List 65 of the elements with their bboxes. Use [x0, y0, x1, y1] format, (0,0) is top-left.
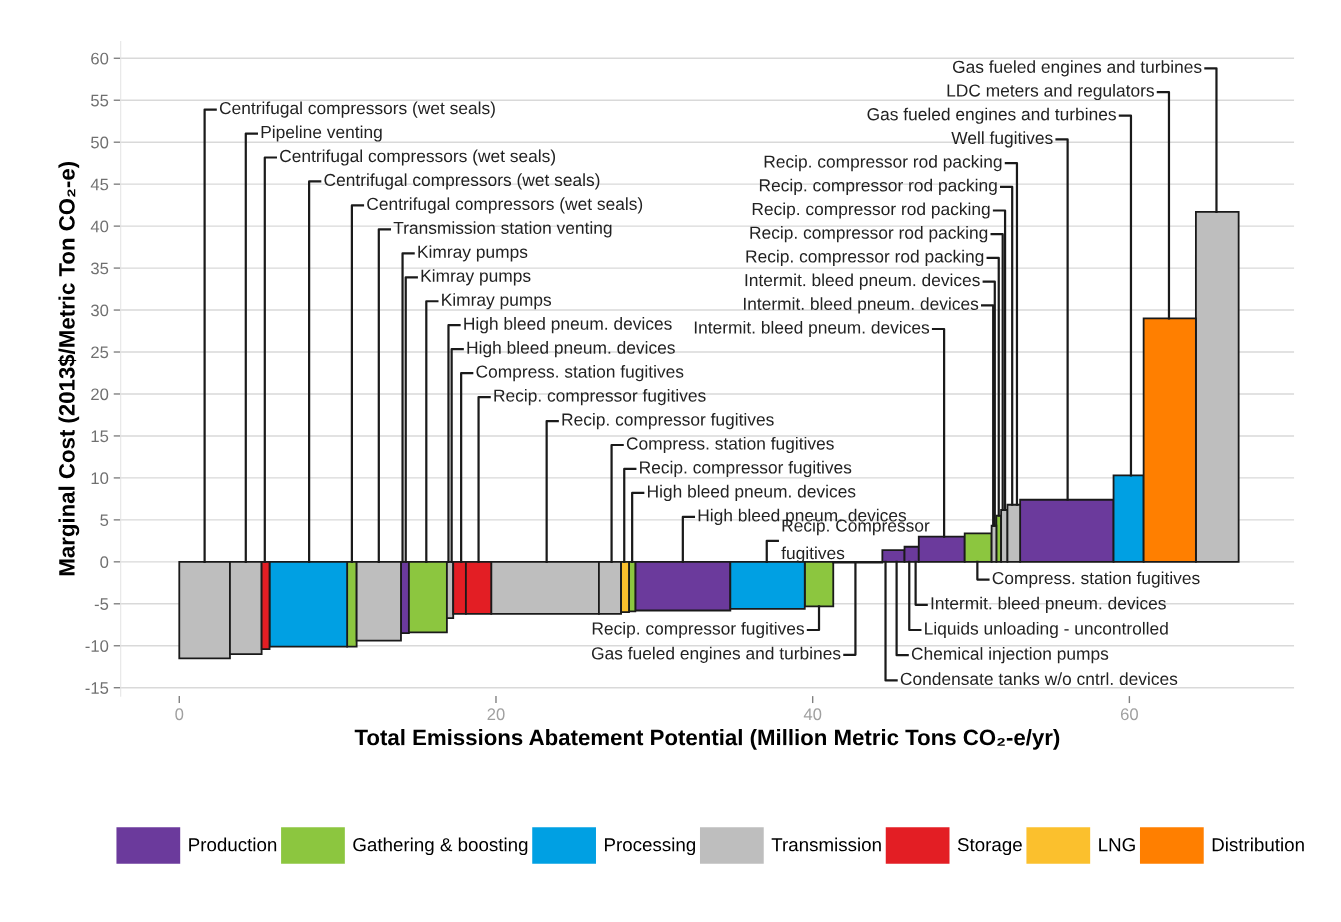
- annotation: High bleed pneum. devices: [648, 484, 856, 502]
- legend-label: Distribution: [1212, 837, 1304, 852]
- annotation: Recip. compressor rod packing: [759, 178, 997, 195]
- y-tick-label: 50: [91, 136, 109, 149]
- y-tick-label: 20: [91, 388, 109, 401]
- annotation: Intermit. bleed pneum. devices: [745, 273, 980, 290]
- legend-label: Transmission: [771, 837, 881, 852]
- annotation: Recip. compressor fugitives: [494, 388, 706, 406]
- annotation: Recip. compressor rod packing: [764, 155, 1002, 172]
- y-tick-label: 25: [91, 346, 109, 359]
- x-tick-label: 20: [487, 708, 505, 721]
- y-tick-label: 40: [90, 220, 109, 233]
- annotation: High bleed pneum. devices: [464, 317, 672, 334]
- annotation: Liquids unloading - uncontrolled: [925, 621, 1168, 639]
- annotation: Kimray pumps: [421, 269, 531, 286]
- y-tick-label: 55: [91, 94, 109, 107]
- annotation: High bleed pneum. devices: [467, 341, 675, 358]
- annotation: Kimray pumps: [442, 293, 552, 310]
- legend-label: Processing: [605, 837, 696, 856]
- annotation: Compress. station fugitives: [626, 436, 834, 454]
- annotation: Compress. station fugitives: [992, 571, 1200, 588]
- x-tick-label: 40: [803, 708, 822, 721]
- y-tick-label: 5: [100, 514, 109, 527]
- y-tick-label: -5: [94, 598, 109, 610]
- legend-label: Gathering & boosting: [353, 837, 528, 856]
- annotation: LDC meters and regulators: [947, 83, 1154, 101]
- y-tick-label: 60: [91, 52, 109, 65]
- x-axis-title: Total Emissions Abatement Potential (Million Metric Tons CO₂-e/yr): [354, 729, 1060, 750]
- annotation: Recip. compressor fugitives: [640, 460, 852, 478]
- annotation: Compress. station fugitives: [476, 365, 684, 382]
- annotation: Chemical injection pumps: [911, 647, 1109, 664]
- y-tick-label: -15: [85, 682, 109, 694]
- y-tick-label: 0: [100, 556, 109, 569]
- annotation: Recip. compressor fugitives: [592, 621, 804, 639]
- annotation: Recip. compressor rod packing: [750, 226, 988, 243]
- y-axis-title: Marginal Cost (2013$/Metric Ton CO₂-e): [58, 162, 80, 576]
- annotation: Centrifugal compressors (wet seals): [367, 197, 643, 214]
- legend-label: Production: [189, 837, 277, 852]
- y-tick-label: 15: [91, 430, 109, 443]
- y-tick-label: 35: [90, 262, 109, 275]
- annotation: Recip. compressor rod packing: [752, 202, 990, 219]
- annotation: Intermit. bleed pneum. devices: [694, 320, 930, 338]
- annotation: Intermit. bleed pneum. devices: [743, 297, 979, 314]
- annotation: Recip. compressor rod packing: [746, 249, 984, 266]
- annotation: Centrifugal compressors (wet seals): [324, 173, 600, 190]
- annotation: Kimray pumps: [418, 245, 528, 262]
- annotation: Recip. compressor fugitives: [562, 412, 774, 430]
- y-tick-label: -10: [85, 640, 109, 652]
- annotation: Intermit. bleed pneum. devices: [931, 596, 1166, 613]
- annotation: Transmission station venting: [393, 221, 612, 238]
- annotation: Gas fueled engines and turbines: [591, 646, 841, 663]
- annotation: Centrifugal compressors (wet seals): [219, 101, 495, 118]
- annotation: Condensate tanks w/o cntrl. devices: [900, 672, 1178, 686]
- annotation: Pipeline venting: [261, 125, 382, 142]
- legend-label: LNG: [1099, 838, 1135, 852]
- y-tick-label: 10: [91, 472, 109, 485]
- x-tick-label: 60: [1120, 708, 1138, 721]
- annotation: Centrifugal compressors (wet seals): [280, 149, 556, 166]
- y-tick-label: 30: [90, 304, 109, 317]
- annotation: Well fugitives: [951, 131, 1053, 148]
- annotation: Gas fueled engines and turbines: [867, 107, 1116, 124]
- legend-label: Storage: [957, 838, 1022, 856]
- annotation: Gas fueled engines and turbines: [952, 60, 1202, 77]
- y-tick-label: 45: [90, 178, 109, 191]
- x-tick-label: 0: [175, 708, 184, 721]
